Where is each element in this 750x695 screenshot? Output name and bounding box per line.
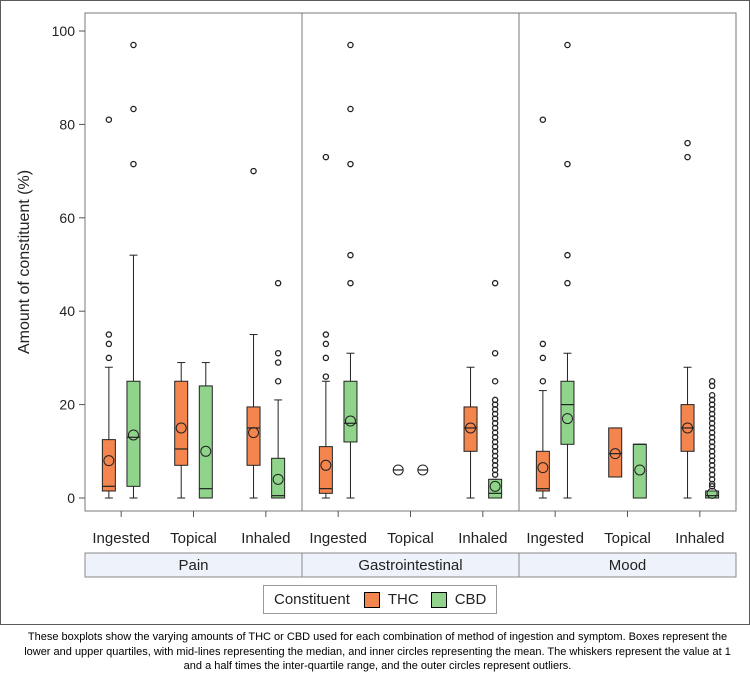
box-mood-ingested-thc-outlier — [539, 354, 547, 362]
x-tick-label: Ingested — [526, 530, 584, 547]
box-pain-inhaled-thc-mean — [248, 427, 260, 439]
box-gastrointestinal-ingested-thc-outlier — [322, 373, 330, 380]
box-pain-inhaled-cbd-outlier — [274, 279, 282, 287]
y-tick-label: 20 — [59, 397, 75, 413]
legend-swatch-thc — [363, 591, 380, 608]
box-pain-ingested-thc-outlier — [105, 340, 113, 348]
box-mood-topical-cbd-mean — [634, 464, 646, 476]
box-mood-ingested-cbd-outlier — [564, 160, 571, 168]
box-gastrointestinal-inhaled-cbd-outlier — [491, 396, 499, 404]
box-gastrointestinal-ingested-thc-mean — [320, 459, 332, 471]
box-gastrointestinal-inhaled-thc-mean — [465, 422, 477, 434]
group-label: Pain — [178, 557, 208, 574]
x-tick-label: Topical — [387, 530, 434, 547]
box-mood-ingested-thc-mean — [537, 462, 549, 474]
box-pain-ingested-thc-outlier — [105, 331, 113, 338]
box-gastrointestinal-ingested-thc-outlier — [322, 340, 330, 348]
x-tick-label: Topical — [170, 530, 217, 547]
box-mood-inhaled-cbd-outlier — [708, 392, 716, 399]
legend-item-thc: THC — [363, 591, 419, 608]
box-gastrointestinal-ingested-cbd-iqr — [343, 380, 358, 443]
box-gastrointestinal-topical-cbd-mean — [417, 464, 429, 476]
box-mood-ingested-thc-outlier — [539, 116, 547, 123]
box-pain-inhaled-cbd-mean — [272, 473, 284, 485]
box-pain-inhaled-thc-iqr — [246, 406, 261, 466]
group-header-cell — [84, 552, 303, 578]
box-mood-inhaled-thc-outlier — [684, 153, 691, 161]
box-mood-ingested-cbd-iqr — [560, 380, 575, 445]
group-header-cell — [518, 552, 737, 578]
y-tick-label: 60 — [59, 210, 75, 226]
box-gastrointestinal-ingested-cbd-mean — [344, 415, 356, 427]
box-pain-ingested-cbd-iqr — [126, 380, 141, 487]
box-pain-inhaled-cbd-outlier — [274, 359, 282, 366]
box-gastrointestinal-ingested-cbd-outlier — [347, 251, 354, 259]
box-mood-topical-thc-mean — [609, 448, 621, 460]
x-tick-label: Ingested — [309, 530, 367, 547]
box-mood-topical-thc-iqr — [608, 427, 623, 478]
box-pain-ingested-thc-outlier — [105, 116, 113, 123]
box-pain-topical-cbd-iqr — [198, 385, 213, 499]
y-tick-label: 100 — [52, 23, 76, 39]
box-gastrointestinal-ingested-thc-outlier — [322, 354, 330, 362]
box-pain-ingested-cbd-outlier — [130, 41, 137, 49]
box-gastrointestinal-ingested-thc-outlier — [322, 153, 330, 161]
box-gastrointestinal-ingested-cbd-outlier — [347, 160, 354, 168]
box-gastrointestinal-inhaled-cbd-outlier — [491, 349, 499, 357]
y-tick-label: 0 — [67, 490, 75, 506]
box-pain-inhaled-cbd-outlier — [274, 377, 282, 385]
box-pain-ingested-cbd-outlier — [130, 160, 137, 168]
box-gastrointestinal-inhaled-cbd-outlier — [491, 377, 499, 385]
box-gastrointestinal-inhaled-cbd-outlier — [491, 279, 499, 287]
box-gastrointestinal-ingested-cbd-outlier — [347, 105, 354, 113]
box-gastrointestinal-inhaled-thc-iqr — [463, 406, 478, 452]
box-pain-ingested-thc-outlier — [105, 354, 113, 362]
box-mood-ingested-cbd-outlier — [564, 279, 571, 287]
box-mood-ingested-cbd-mean — [561, 413, 573, 425]
box-pain-inhaled-thc-outlier — [250, 167, 257, 175]
box-mood-ingested-cbd-outlier — [564, 41, 571, 49]
box-mood-ingested-thc-outlier — [539, 377, 547, 385]
legend-label-thc: THC — [387, 591, 419, 608]
box-mood-inhaled-thc-outlier — [684, 139, 691, 147]
box-mood-ingested-cbd-outlier — [564, 251, 571, 259]
x-tick-label: Inhaled — [675, 530, 724, 547]
box-mood-inhaled-cbd-outlier — [708, 377, 716, 385]
box-pain-ingested-thc-mean — [103, 455, 115, 467]
boxplot-chart: 0 20 40 60 80 100 Amount of constituent (%) Ing… — [16, 12, 737, 578]
box-gastrointestinal-inhaled-cbd-mean — [489, 480, 501, 492]
box-pain-inhaled-cbd-iqr — [271, 457, 286, 499]
box-mood-inhaled-cbd-outlier — [708, 483, 716, 490]
box-mood-inhaled-thc-mean — [682, 422, 694, 434]
box-gastrointestinal-ingested-cbd-outlier — [347, 41, 354, 49]
legend-label-cbd: CBD — [454, 591, 487, 608]
legend-item-cbd: CBD — [430, 591, 487, 608]
box-mood-ingested-thc-iqr — [535, 450, 550, 492]
box-pain-topical-thc-mean — [175, 422, 187, 434]
legend: Constituent THC CBD — [263, 585, 498, 614]
group-label: Mood — [609, 557, 647, 574]
box-pain-inhaled-cbd-outlier — [274, 349, 282, 357]
box-pain-ingested-cbd-mean — [127, 429, 139, 441]
figure-caption: These boxplots show the varying amounts … — [24, 631, 731, 672]
box-gastrointestinal-ingested-cbd-outlier — [347, 279, 354, 287]
y-tick-label: 80 — [59, 116, 75, 132]
y-tick-label: 40 — [59, 303, 75, 319]
box-mood-ingested-thc-outlier — [539, 340, 547, 348]
x-tick-label: Ingested — [92, 530, 150, 547]
box-pain-topical-cbd-mean — [200, 445, 212, 457]
group-label: Gastrointestinal — [358, 557, 462, 574]
x-tick-label: Inhaled — [458, 530, 507, 547]
figure-frame: 0 20 40 60 80 100 Amount of constituent (%) Ing… — [0, 0, 750, 625]
legend-title: Constituent — [274, 591, 350, 608]
y-axis-label: Amount of constituent (%) — [16, 170, 33, 354]
box-gastrointestinal-ingested-thc-outlier — [322, 331, 330, 338]
x-tick-label: Topical — [604, 530, 651, 547]
box-pain-ingested-cbd-outlier — [130, 105, 137, 113]
box-gastrointestinal-topical-thc-mean — [392, 464, 404, 476]
legend-swatch-cbd — [430, 591, 447, 608]
x-tick-label: Inhaled — [241, 530, 290, 547]
